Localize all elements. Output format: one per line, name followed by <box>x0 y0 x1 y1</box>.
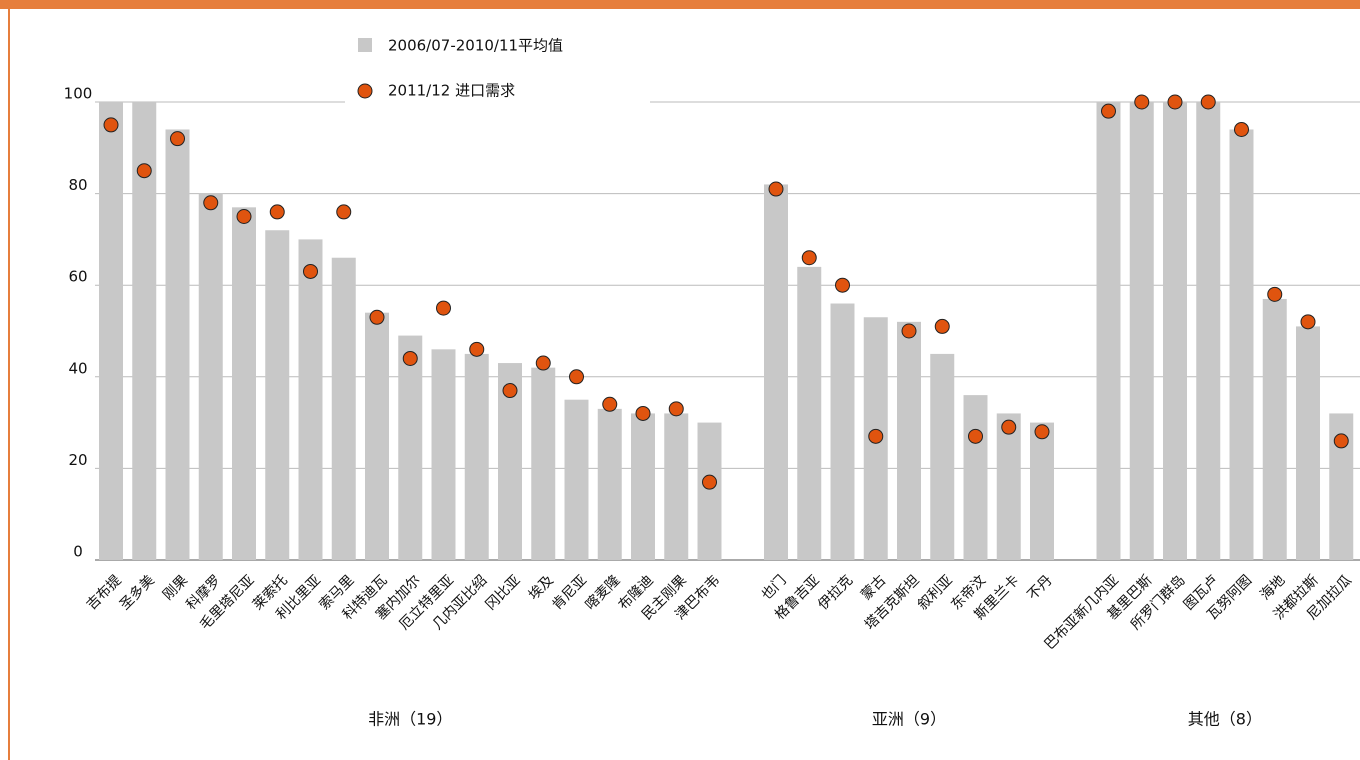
bar <box>930 353 955 560</box>
bar <box>198 193 223 560</box>
y-tick-label: 80 <box>68 176 87 194</box>
x-tick-label: 不丹 <box>1025 572 1056 603</box>
bar <box>165 129 190 561</box>
dot <box>336 204 352 220</box>
bar <box>331 257 356 560</box>
dot <box>868 428 884 444</box>
legend-label: 2006/07-2010/11平均值 <box>388 37 563 55</box>
group-label: 其他（8） <box>1188 710 1262 729</box>
bar <box>132 102 157 560</box>
legend-label: 2011/12 进口需求 <box>388 82 515 100</box>
dot <box>801 250 817 266</box>
bar <box>1163 102 1187 560</box>
bar <box>398 335 423 560</box>
y-tick-label: 40 <box>68 359 87 377</box>
dot <box>602 396 618 412</box>
bar <box>365 312 389 560</box>
bar <box>531 367 556 560</box>
bar <box>564 399 589 560</box>
dot <box>136 163 152 179</box>
dot <box>170 131 185 147</box>
dot <box>569 369 584 385</box>
x-tick-label: 冈比亚 <box>483 572 524 613</box>
dot <box>369 309 385 325</box>
dot <box>668 401 684 417</box>
dot <box>1300 314 1316 330</box>
dot <box>835 277 850 293</box>
dot <box>236 209 252 224</box>
bar <box>1262 298 1287 560</box>
bar <box>764 184 788 560</box>
legend-box <box>345 20 650 105</box>
left-border <box>8 9 10 760</box>
bar <box>1196 102 1221 560</box>
bar <box>897 321 921 560</box>
bar <box>265 230 290 561</box>
bar <box>1229 129 1254 561</box>
dot <box>203 195 219 211</box>
y-tick-label: 20 <box>68 451 87 469</box>
dot <box>502 383 518 399</box>
dot <box>1001 419 1017 435</box>
dot <box>1234 121 1249 137</box>
bar <box>597 408 622 560</box>
dot <box>635 405 651 421</box>
dot <box>702 474 717 490</box>
bar <box>232 207 256 560</box>
dot <box>1200 94 1216 110</box>
bar <box>298 239 323 560</box>
bar <box>1096 102 1121 560</box>
bar <box>1296 326 1320 560</box>
dot <box>402 350 418 366</box>
y-tick-label: 0 <box>73 543 83 561</box>
legend-marker <box>357 83 373 99</box>
dot <box>1267 286 1283 302</box>
bar <box>797 266 822 560</box>
bar <box>464 353 489 560</box>
dot <box>768 181 784 197</box>
legend-swatch <box>358 38 372 52</box>
y-tick-label: 100 <box>64 85 93 103</box>
bar <box>963 395 988 560</box>
x-tick-label: 伊拉克 <box>815 572 856 613</box>
dot <box>1101 103 1116 119</box>
x-tick-label: 吉布提 <box>84 572 125 613</box>
bar <box>664 413 689 560</box>
dot <box>535 355 551 371</box>
dot <box>1034 424 1050 440</box>
dot <box>1167 94 1183 110</box>
x-tick-label: 叙利亚 <box>914 572 956 614</box>
bar <box>830 303 855 560</box>
dot <box>901 323 917 339</box>
dot <box>436 300 451 316</box>
x-tick-label: 圣多美 <box>116 572 158 614</box>
bar <box>697 422 722 560</box>
dot <box>968 428 983 444</box>
x-tick-label: 喀麦隆 <box>582 572 623 613</box>
dot <box>934 318 950 334</box>
bar <box>631 413 655 560</box>
legend: 2006/07-2010/11平均值 2011/12 进口需求 <box>357 37 563 100</box>
top-border <box>0 0 1360 9</box>
dot <box>1333 433 1349 449</box>
dot <box>1134 94 1150 110</box>
group-label: 亚洲（9） <box>872 710 946 729</box>
bar <box>1129 102 1154 560</box>
dot <box>269 204 285 220</box>
dot <box>303 263 318 279</box>
dot <box>103 117 119 133</box>
bar <box>99 102 123 560</box>
bar <box>431 349 456 560</box>
group-label: 非洲（19） <box>368 710 452 729</box>
dot <box>469 341 485 357</box>
y-tick-label: 60 <box>68 268 87 286</box>
bar <box>1030 422 1054 560</box>
bar <box>996 413 1021 560</box>
x-tick-label: 肯尼亚 <box>549 572 590 613</box>
